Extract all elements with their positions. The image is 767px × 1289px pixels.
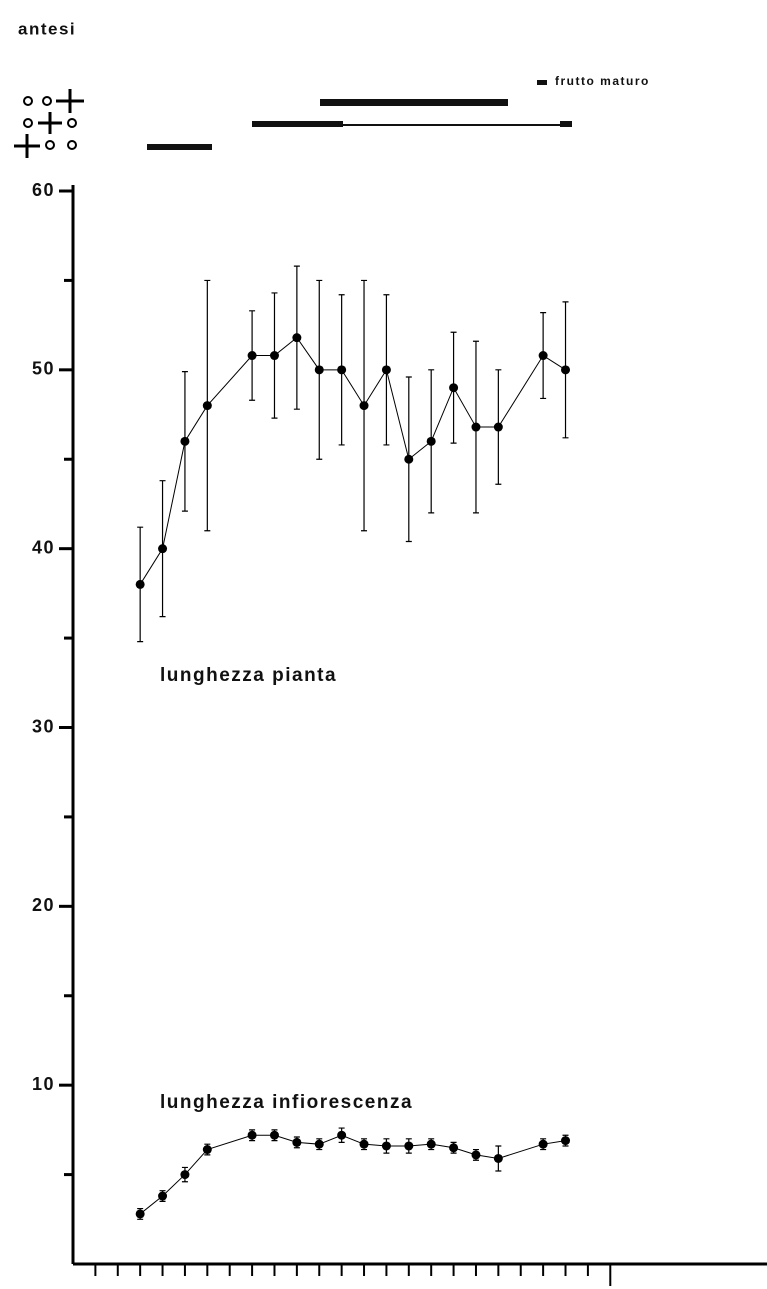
- data-point: [493, 1153, 503, 1163]
- series-label: lunghezza infiorescenza: [160, 1092, 413, 1113]
- data-point: [135, 1209, 145, 1219]
- data-point: [247, 351, 257, 361]
- series-label: lunghezza pianta: [160, 665, 337, 686]
- y-tick-label: 30: [32, 716, 55, 736]
- data-point: [314, 365, 324, 375]
- data-point: [381, 365, 391, 375]
- data-point: [538, 1139, 548, 1149]
- data-point: [381, 1141, 391, 1151]
- data-point: [493, 422, 503, 432]
- phase-symbols: [14, 89, 84, 158]
- data-point: [561, 1136, 571, 1146]
- data-point: [247, 1130, 257, 1140]
- data-point: [337, 365, 347, 375]
- y-tick-label: 10: [32, 1074, 55, 1094]
- data-point: [314, 1139, 324, 1149]
- data-point: [471, 422, 481, 432]
- data-point: [359, 1139, 369, 1149]
- data-point: [538, 351, 548, 361]
- data-point: [404, 454, 414, 464]
- data-point: [426, 436, 436, 446]
- data-point: [180, 1170, 190, 1180]
- data-point: [292, 1137, 302, 1147]
- data-point: [135, 579, 145, 589]
- data-point: [404, 1141, 414, 1151]
- phase-bars: [147, 80, 572, 150]
- data-point: [561, 365, 571, 375]
- data-point: [158, 544, 168, 554]
- data-point: [269, 1130, 279, 1140]
- data-point: [292, 333, 302, 343]
- data-point: [202, 1145, 212, 1155]
- legend-label: frutto maturo: [555, 74, 650, 88]
- data-point: [202, 401, 212, 411]
- phase-label: antesi: [18, 19, 76, 38]
- data-point: [426, 1139, 436, 1149]
- data-point: [269, 351, 279, 361]
- data-point: [449, 383, 459, 393]
- y-tick-label: 60: [32, 180, 55, 200]
- y-tick-label: 40: [32, 537, 55, 557]
- data-point: [337, 1130, 347, 1140]
- y-tick-label: 20: [32, 895, 55, 915]
- data-point: [449, 1143, 459, 1153]
- data-point: [158, 1191, 168, 1201]
- series-line: [139, 336, 566, 585]
- y-tick-label: 50: [32, 359, 55, 379]
- data-point: [359, 401, 369, 411]
- data-point: [180, 436, 190, 446]
- data-point: [471, 1150, 481, 1160]
